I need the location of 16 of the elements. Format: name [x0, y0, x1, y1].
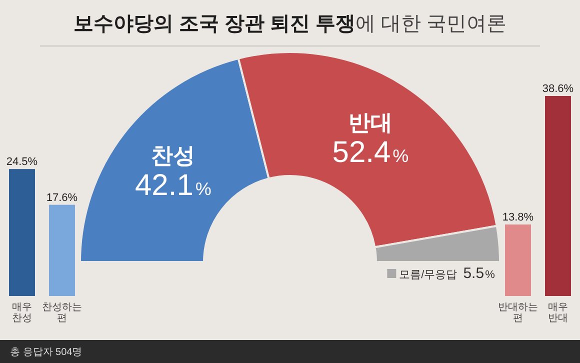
x-tick-label: 매우 찬성 — [12, 302, 32, 324]
chart-title: 보수야당의 조국 장관 퇴진 투쟁에 대한 국민여론 — [73, 13, 507, 35]
data-label: 17.6% — [46, 192, 78, 204]
data-label: 38.6% — [542, 83, 574, 95]
x-tick-label: 반대하는 편 — [498, 302, 538, 324]
x-tick-label: 찬성하는 편 — [42, 302, 82, 324]
x-tick-label: 매우 반대 — [548, 302, 568, 324]
text: 총 응답자 504명 — [10, 347, 82, 358]
data-label: 52.4% — [332, 136, 409, 169]
data-label: 13.8% — [502, 211, 534, 224]
data-label: 24.5% — [6, 156, 38, 168]
legend-label: 모름/무응답 — [399, 269, 458, 281]
slice-label: 찬성 — [151, 143, 196, 168]
slice-label: 반대 — [348, 110, 392, 135]
data-label: 5.5% — [463, 265, 496, 282]
data-label: 42.1% — [134, 169, 212, 202]
